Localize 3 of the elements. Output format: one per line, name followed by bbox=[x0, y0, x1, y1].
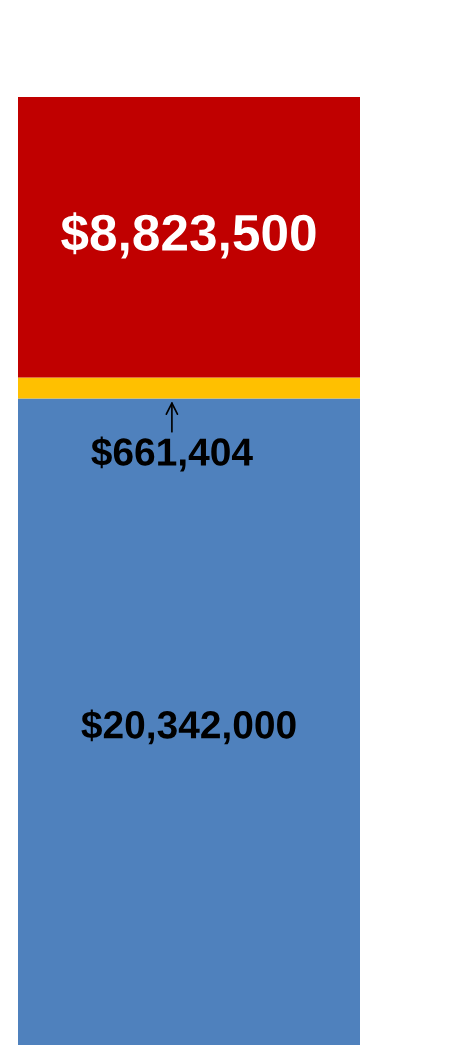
data-label: $661,404 bbox=[91, 436, 253, 472]
data-label: $20,342,000 bbox=[81, 709, 296, 745]
data-label: $8,823,500 bbox=[61, 212, 316, 259]
